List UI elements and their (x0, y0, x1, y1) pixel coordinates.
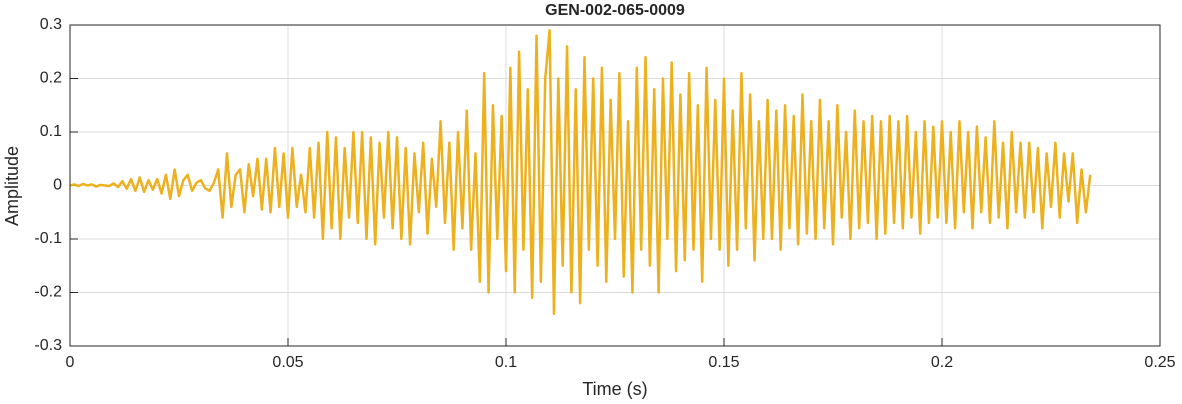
y-tick-label: 0.3 (40, 16, 62, 33)
x-tick-label: 0.25 (1144, 354, 1175, 371)
x-axis-label: Time (s) (582, 379, 647, 399)
x-tick-label: 0 (66, 354, 75, 371)
x-tick-label: 0.15 (708, 354, 739, 371)
chart-title: GEN-002-065-0009 (545, 2, 685, 19)
y-axis-label: Amplitude (2, 146, 22, 226)
y-tick-label: 0.2 (40, 70, 62, 87)
y-tick-label: -0.1 (34, 230, 62, 247)
x-tick-label: 0.2 (931, 354, 953, 371)
y-tick-label: -0.3 (34, 337, 62, 354)
y-tick-label: -0.2 (34, 284, 62, 301)
plot-frame (69, 24, 1161, 347)
x-tick-label: 0.05 (272, 354, 303, 371)
waveform-line (69, 29, 1092, 316)
y-tick-label: 0.1 (40, 123, 62, 140)
x-tick-label: 0.1 (495, 354, 517, 371)
y-tick-label: 0 (53, 177, 62, 194)
